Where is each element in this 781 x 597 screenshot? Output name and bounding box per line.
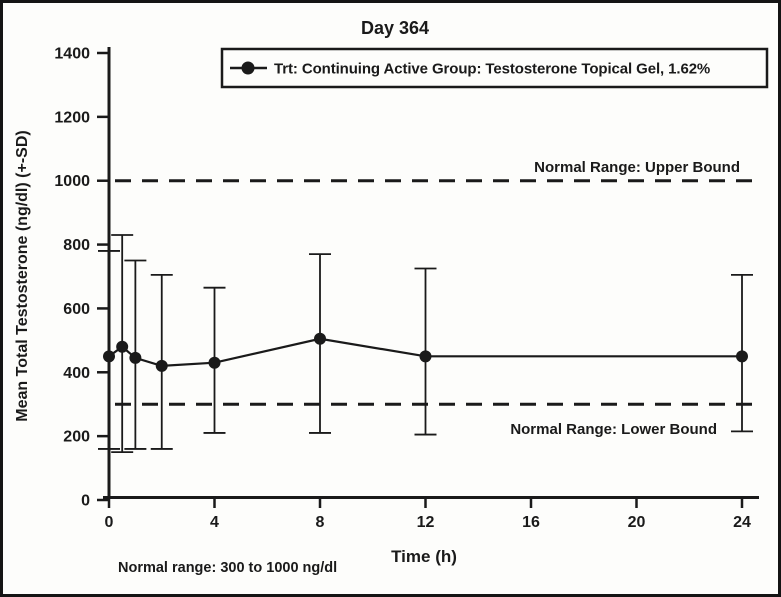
x-tick-label: 16 (522, 514, 540, 531)
chart-title: Day 364 (361, 18, 429, 38)
legend-label: Trt: Continuing Active Group: Testostero… (274, 61, 710, 78)
y-tick-label: 0 (81, 493, 90, 510)
pk-line-chart: Day 364 Trt: Continuing Active Group: Te… (14, 18, 769, 576)
x-tick-label: 0 (105, 514, 114, 531)
legend: Trt: Continuing Active Group: Testostero… (220, 47, 769, 89)
data-point-marker (116, 340, 129, 353)
y-axis-title: Mean Total Testosterone (ng/dl) (+-SD) (14, 130, 31, 421)
data-point-marker (208, 356, 221, 369)
lower-bound-annotation: Normal Range: Lower Bound (510, 421, 717, 438)
data-point-marker (155, 359, 168, 372)
x-tick-label: 12 (417, 514, 435, 531)
normal-range-footnote: Normal range: 300 to 1000 ng/dl (118, 560, 337, 576)
x-tick-label: 20 (628, 514, 646, 531)
x-tick-label: 24 (733, 514, 751, 531)
data-series (98, 234, 753, 454)
upper-bound-annotation: Normal Range: Upper Bound (534, 159, 740, 176)
normal-range-reference-lines (115, 179, 755, 406)
data-point-marker (103, 350, 115, 363)
data-point-marker (736, 350, 748, 363)
y-tick-label: 1000 (54, 173, 90, 190)
y-tick-label: 600 (63, 301, 90, 318)
x-tick-label: 8 (316, 514, 325, 531)
y-axis-ticks: 0 200 400 600 800 1000 1200 1400 (54, 46, 109, 510)
data-point-marker (419, 350, 432, 363)
y-tick-label: 1200 (54, 109, 90, 126)
y-tick-label: 1400 (54, 46, 90, 63)
y-tick-label: 800 (63, 237, 90, 254)
x-tick-label: 4 (210, 514, 219, 531)
data-point-marker (314, 332, 326, 345)
data-point-marker (129, 351, 142, 364)
y-tick-label: 400 (63, 365, 90, 382)
x-axis-ticks: 0 4 8 12 16 20 24 (105, 497, 751, 531)
legend-circle-marker-icon (241, 61, 255, 75)
y-tick-label: 200 (63, 429, 90, 446)
x-axis-title: Time (h) (391, 547, 457, 566)
legend-box (220, 47, 769, 89)
